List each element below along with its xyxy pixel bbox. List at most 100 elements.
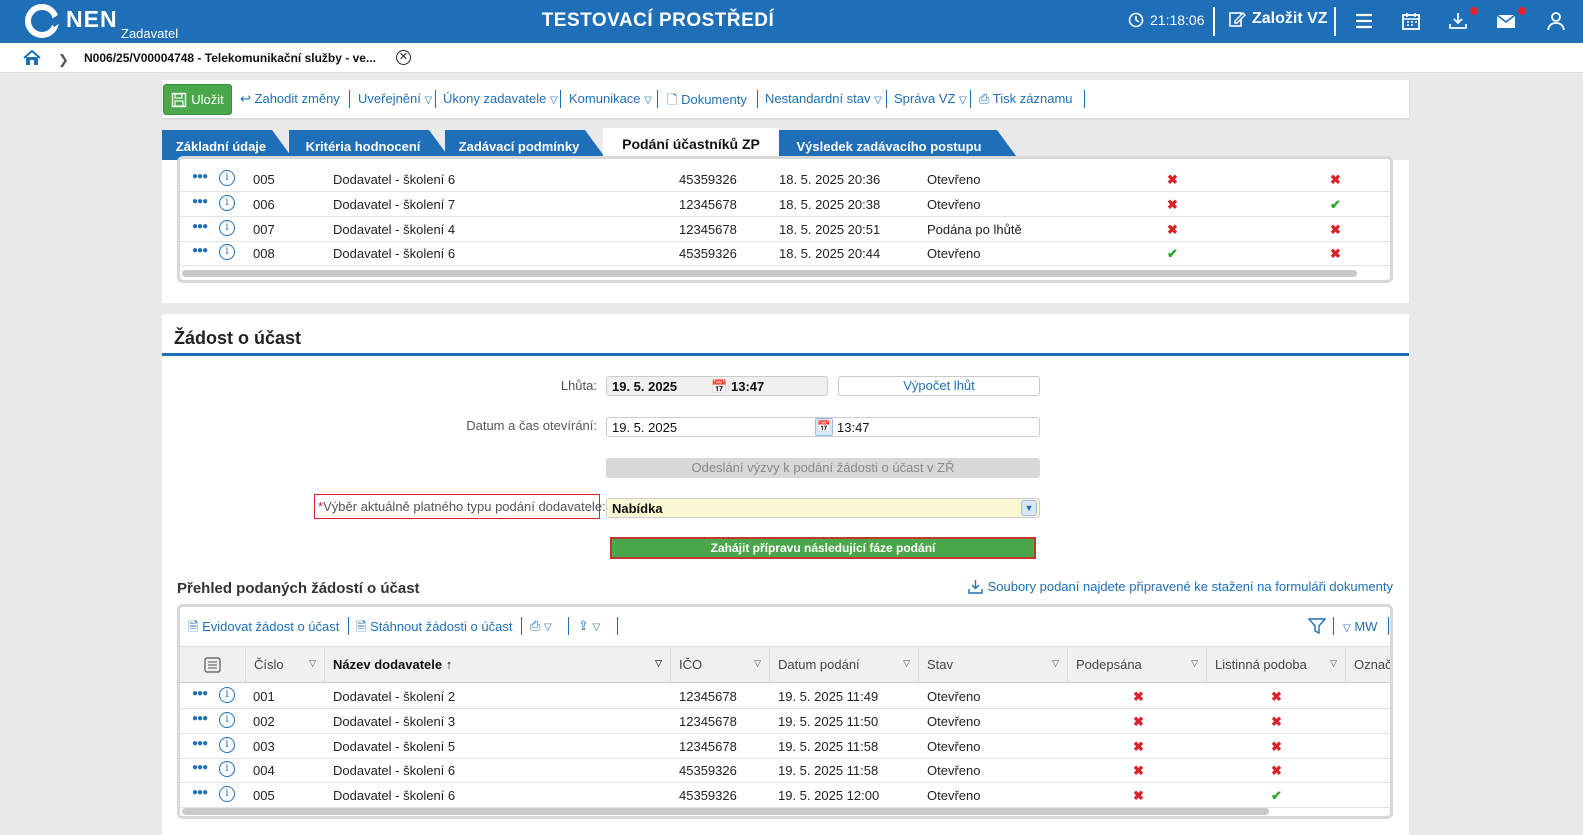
- info-icon[interactable]: i: [219, 736, 235, 753]
- table-row[interactable]: ●●● i 002 Dodavatel - školení 3 12345678 19. …: [180, 709, 1390, 734]
- edit-icon: [1229, 12, 1246, 27]
- send-invitation-button[interactable]: Odeslání výzvy k podání žádosti o účast …: [606, 458, 1040, 478]
- start-next-phase-button[interactable]: Zahájit přípravu následující fáze podání: [610, 537, 1036, 559]
- column-header-paper-form[interactable]: Listinná podoba ▽: [1207, 647, 1346, 684]
- grid-header: Číslo ▽ Název dodavatele ↑ ▽ IČO ▽ Datum po…: [180, 646, 1390, 684]
- home-icon[interactable]: [23, 50, 41, 66]
- more-actions-icon[interactable]: ●●●: [192, 688, 208, 699]
- cell-ico: 12345678: [679, 713, 737, 729]
- table-row[interactable]: ●●● i 008 Dodavatel - školení 6 45359326 18. …: [180, 241, 1390, 267]
- horizontal-scrollbar[interactable]: [182, 808, 1269, 815]
- more-actions-icon[interactable]: ●●●: [192, 171, 208, 182]
- filter-icon[interactable]: ▽: [1052, 658, 1059, 668]
- more-actions-icon[interactable]: ●●●: [192, 195, 208, 207]
- info-icon[interactable]: i: [219, 170, 235, 186]
- more-actions-icon[interactable]: ●●●: [192, 245, 208, 257]
- cell-submission-date: 19. 5. 2025 11:50: [778, 713, 879, 729]
- calendar-icon[interactable]: 📅: [815, 418, 833, 436]
- column-header-submission-date[interactable]: Datum podání ▽: [770, 647, 919, 684]
- calculate-deadlines-button[interactable]: Výpočet lhůt: [838, 376, 1040, 396]
- table-row[interactable]: ●●● i 005 Dodavatel - školení 6 45359326 19. …: [180, 783, 1390, 809]
- opening-datetime-field[interactable]: 19. 5. 2025 📅 13:47: [606, 417, 1040, 437]
- filter-icon[interactable]: ▽: [1330, 658, 1337, 668]
- download-files-link[interactable]: Soubory podaní najdete připravené ke sta…: [967, 579, 1393, 594]
- column-header-ico[interactable]: IČO ▽: [671, 647, 770, 684]
- cell-state: Otevřeno: [927, 763, 981, 779]
- table-row[interactable]: ●●● i 005 Dodavatel - školení 6 45359326 18. …: [180, 167, 1390, 192]
- download-icon[interactable]: [1447, 10, 1469, 32]
- tab-participant-submissions[interactable]: Podání účastníků ZP: [603, 128, 779, 160]
- contracting-actions-menu[interactable]: Úkony zadavatele ▽: [443, 91, 558, 106]
- tab-procedure-result[interactable]: Výsledek zadávacího postupu: [779, 130, 1019, 160]
- info-icon[interactable]: i: [219, 761, 235, 778]
- info-icon[interactable]: i: [219, 711, 235, 728]
- breadcrumb-procurement[interactable]: N006/25/V00004748 - Telekomunikační služ…: [84, 51, 376, 65]
- requests-grid: 🗎 Evidovat žádost o účast 🗎 Stáhnout žád…: [177, 604, 1393, 819]
- mail-icon[interactable]: [1495, 10, 1517, 32]
- more-actions-icon[interactable]: ●●●: [192, 220, 208, 232]
- logo-text[interactable]: NEN: [66, 6, 118, 32]
- filter-icon[interactable]: ▽: [309, 658, 316, 668]
- more-actions-icon[interactable]: ●●●: [192, 712, 208, 724]
- deadline-date: 19. 5. 2025: [612, 379, 678, 394]
- info-icon[interactable]: i: [219, 244, 235, 261]
- tab-tender-conditions[interactable]: Zadávací podmínky: [445, 130, 607, 160]
- nonstandard-state-menu[interactable]: Nestandardní stav ▽: [765, 91, 882, 106]
- horizontal-scrollbar[interactable]: [182, 270, 1357, 277]
- save-button[interactable]: Uložit: [163, 84, 232, 115]
- table-row[interactable]: ●●● i 006 Dodavatel - školení 7 12345678 18. …: [180, 192, 1390, 217]
- column-header-number[interactable]: Číslo ▽: [246, 647, 325, 684]
- tab-basic-info[interactable]: Základní údaje: [162, 130, 294, 160]
- download-requests-button[interactable]: 🗎 Stáhnout žádosti o účast: [356, 618, 512, 640]
- info-icon[interactable]: i: [219, 219, 235, 236]
- cell-supplier-name: Dodavatel - školení 3: [333, 713, 456, 729]
- info-icon[interactable]: i: [219, 687, 235, 703]
- register-request-button[interactable]: 🗎 Evidovat žádost o účast: [188, 618, 339, 640]
- column-header-signed[interactable]: Podepsána ▽: [1068, 647, 1207, 684]
- filter-icon[interactable]: ▽: [1191, 658, 1198, 668]
- cell-number: 003: [253, 738, 275, 754]
- filter-icon[interactable]: [1308, 618, 1326, 635]
- publish-menu[interactable]: Uveřejnění ▽: [358, 91, 432, 106]
- column-header-marked[interactable]: Označ: [1346, 647, 1390, 684]
- more-actions-icon[interactable]: ●●●: [192, 787, 208, 799]
- more-actions-icon[interactable]: ●●●: [192, 762, 208, 774]
- communication-menu[interactable]: Komunikace ▽: [569, 91, 652, 106]
- filter-icon[interactable]: ▽: [655, 658, 662, 668]
- export-menu[interactable]: ⇪ ▽: [578, 618, 600, 634]
- view-menu[interactable]: ▽ MW: [1343, 619, 1377, 634]
- table-row[interactable]: ●●● i 003 Dodavatel - školení 5 12345678 19. …: [180, 734, 1390, 759]
- info-icon[interactable]: i: [219, 194, 235, 211]
- print-record-button[interactable]: ⎙ Tisk záznamu: [979, 91, 1073, 107]
- column-settings[interactable]: [180, 647, 246, 684]
- menu-icon[interactable]: [1353, 10, 1375, 32]
- submission-type-select[interactable]: Nabídka ▼: [606, 498, 1040, 518]
- create-procurement-button[interactable]: Založit VZ: [1228, 10, 1328, 28]
- chevron-down-icon[interactable]: ▼: [1021, 500, 1037, 516]
- table-row[interactable]: ●●● i 001 Dodavatel - školení 2 12345678 19. …: [180, 684, 1390, 709]
- column-header-state[interactable]: Stav ▽: [919, 647, 1068, 684]
- nen-logo-icon[interactable]: [25, 4, 59, 38]
- admin-menu[interactable]: Správa VZ ▽: [894, 91, 967, 106]
- cell-supplier-name: Dodavatel - školení 2: [333, 689, 456, 704]
- table-row[interactable]: ●●● i 007 Dodavatel - školení 4 12345678 18. …: [180, 217, 1390, 242]
- close-icon[interactable]: ✕: [396, 50, 411, 65]
- user-icon[interactable]: [1545, 10, 1567, 32]
- cell-supplier-name: Dodavatel - školení 7: [333, 196, 456, 212]
- more-actions-icon[interactable]: ●●●: [192, 737, 208, 749]
- cell-ico: 12345678: [679, 738, 737, 754]
- info-icon[interactable]: i: [219, 786, 235, 803]
- filter-icon[interactable]: ▽: [754, 658, 761, 668]
- table-row[interactable]: ●●● i 004 Dodavatel - školení 6 45359326 19. …: [180, 758, 1390, 784]
- column-header-supplier[interactable]: Název dodavatele ↑ ▽: [325, 647, 671, 684]
- documents-button[interactable]: 🗋 Dokumenty: [667, 91, 747, 113]
- print-menu[interactable]: ⎙ ▽: [530, 618, 552, 634]
- create-procurement-label: Založit VZ: [1252, 10, 1328, 27]
- filter-icon[interactable]: ▽: [903, 658, 910, 668]
- divider: [435, 90, 436, 108]
- cell-ico: 45359326: [679, 246, 737, 262]
- discard-changes-button[interactable]: ↩ Zahodit změny: [240, 91, 340, 107]
- calendar-icon[interactable]: [1400, 10, 1422, 32]
- cell-ico: 12345678: [679, 689, 737, 704]
- tab-evaluation-criteria[interactable]: Kritéria hodnocení: [289, 130, 451, 160]
